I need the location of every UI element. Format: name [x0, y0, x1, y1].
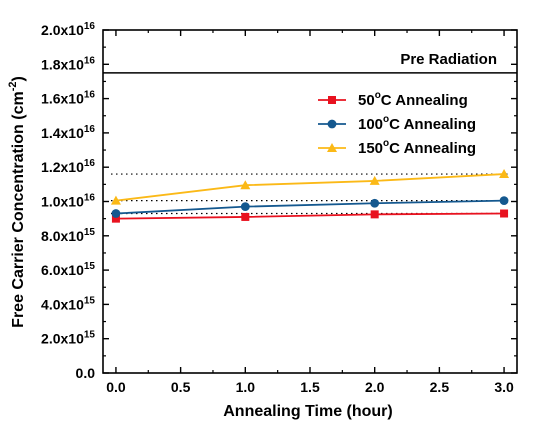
y-tick-label-exponent: 16	[84, 158, 96, 169]
x-tick-label: 3.0	[494, 379, 514, 395]
data-point	[369, 175, 380, 185]
series-line	[115, 199, 505, 215]
y-tick-label: 1.0x1016	[41, 193, 95, 210]
y-tick-label-exponent: 16	[84, 193, 96, 204]
series-3	[110, 169, 510, 205]
y-tick-label: 6.0x1015	[41, 261, 95, 278]
data-point	[111, 214, 120, 223]
y-axis-title-superscript: -2	[7, 82, 19, 92]
y-tick-label-mantissa: 6.0x10	[41, 262, 84, 278]
y-tick-label: 1.6x1016	[41, 90, 95, 107]
data-point	[240, 180, 251, 190]
data-point	[499, 169, 510, 179]
legend-marker	[327, 119, 337, 129]
legend-label-value: 50	[358, 92, 375, 109]
y-tick-label: 1.2x1016	[41, 158, 95, 175]
legend-label-value: 100	[358, 116, 383, 133]
series-line	[115, 212, 505, 220]
legend-label-unit: C Annealing	[389, 116, 476, 133]
y-axis-title-close: )	[10, 76, 27, 81]
series-line	[115, 173, 505, 202]
y-tick-label-mantissa: 4.0x10	[41, 296, 84, 312]
data-point	[370, 198, 380, 208]
y-tick-label-mantissa: 2.0x10	[41, 331, 84, 347]
legend-label-unit: C Annealing	[389, 140, 476, 157]
x-axis-ticks: 0.0 0.5 1.0 1.5 2.0 2.5 3.0	[106, 30, 514, 395]
reference-lines: Pre Radiation	[103, 51, 517, 215]
data-point	[240, 202, 250, 212]
y-tick-label-mantissa: 1.6x10	[41, 91, 84, 107]
y-tick-label-mantissa: 1.0x10	[41, 194, 84, 210]
data-point	[370, 210, 379, 219]
y-tick-label: 4.0x1015	[41, 295, 95, 312]
data-point	[111, 209, 121, 218]
legend-label-degree: o	[383, 138, 389, 149]
legend-label-unit: C Annealing	[381, 92, 468, 109]
y-tick-label-mantissa: 1.2x10	[41, 159, 84, 175]
y-tick-label-mantissa: 0.0	[76, 365, 96, 381]
y-tick-label-exponent: 16	[84, 55, 96, 66]
data-point	[110, 195, 121, 205]
legend-label-degree: o	[375, 90, 381, 101]
legend-marker	[328, 96, 336, 104]
legend-item: 150oC Annealing	[318, 138, 476, 157]
y-tick-label: 1.4x1016	[41, 124, 95, 141]
series-1	[111, 209, 509, 223]
y-tick-label-exponent: 16	[84, 90, 96, 101]
y-tick-label-mantissa: 8.0x10	[41, 228, 84, 244]
legend-marker	[327, 143, 337, 152]
legend-label-degree: o	[383, 114, 389, 125]
legend-label: 100oC Annealing	[358, 114, 476, 133]
y-tick-label-exponent: 15	[84, 261, 96, 272]
x-tick-label: 2.5	[430, 379, 450, 395]
legend-item: 100oC Annealing	[318, 114, 476, 133]
pre-radiation-label: Pre Radiation	[400, 51, 497, 68]
legend-label: 150oC Annealing	[358, 138, 476, 157]
series-2	[111, 196, 509, 218]
y-axis-title: Free Carrier Concentration (cm-2)	[7, 76, 27, 328]
x-tick-label: 1.0	[236, 379, 256, 395]
y-tick-label-mantissa: 1.4x10	[41, 125, 84, 141]
y-tick-label: 1.8x1016	[41, 55, 95, 72]
x-tick-label: 1.5	[300, 379, 320, 395]
data-point	[241, 212, 250, 221]
y-tick-label-mantissa: 1.8x10	[41, 56, 84, 72]
legend-item: 50oC Annealing	[318, 90, 468, 109]
y-tick-label-exponent: 15	[84, 330, 96, 341]
x-tick-label: 2.0	[365, 379, 385, 395]
legend-label-value: 150	[358, 140, 383, 157]
y-tick-label-exponent: 15	[84, 227, 96, 238]
y-axis-ticks: 0.02.0x10154.0x10156.0x10158.0x10151.0x1…	[41, 21, 517, 381]
x-axis-title: Annealing Time (hour)	[223, 403, 392, 420]
y-tick-label: 0.0	[76, 365, 96, 381]
y-tick-label: 8.0x1015	[41, 227, 95, 244]
y-axis-title-main: Free Carrier Concentration (cm	[10, 91, 27, 328]
data-point	[499, 196, 509, 206]
data-point	[500, 209, 509, 218]
y-tick-label-exponent: 15	[84, 295, 96, 306]
y-tick-label-exponent: 16	[84, 21, 96, 32]
legend-label: 50oC Annealing	[358, 90, 468, 109]
y-tick-label-exponent: 16	[84, 124, 96, 135]
y-tick-label: 2.0x1015	[41, 330, 95, 347]
x-tick-label: 0.5	[171, 379, 191, 395]
y-tick-label-mantissa: 2.0x10	[41, 22, 84, 38]
series-layer	[110, 169, 510, 223]
x-tick-label: 0.0	[106, 379, 126, 395]
y-tick-label: 2.0x1016	[41, 21, 95, 38]
